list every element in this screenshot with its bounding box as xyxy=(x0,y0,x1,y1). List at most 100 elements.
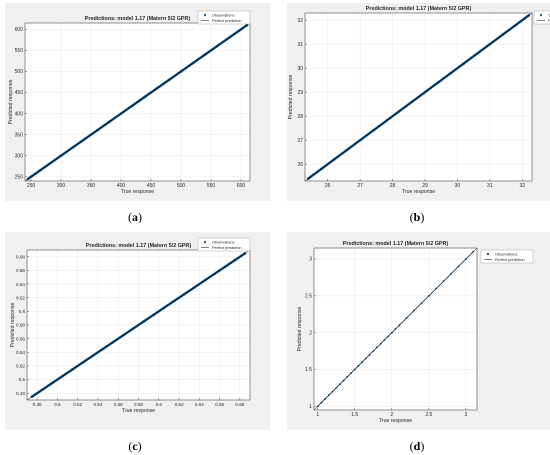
chart-svg: 0.48 0.5 0.52 0.54 0.56 0.58 0.6 0.62 0.64 0.66 0.… xyxy=(5,232,270,430)
perfect-prediction-line xyxy=(24,22,251,182)
x-axis-label: True response xyxy=(402,189,435,195)
y-tick-label: 350 xyxy=(15,132,24,138)
y-tick-label: 0.6 xyxy=(19,309,26,314)
x-axis-label: True response xyxy=(379,418,412,424)
x-tick-label: 0.58 xyxy=(134,402,143,407)
y-tick-label: 30 xyxy=(297,66,303,72)
y-tick-label: 0.56 xyxy=(16,336,25,341)
y-tick-label: 550 xyxy=(15,48,24,54)
panel-d-figure: 1 1.5 2 2.5 3 1 1.5 2 2.5 3 Predictions: model 1.1… xyxy=(287,232,550,430)
caption-d-letter: d xyxy=(413,439,421,453)
y-axis-label: Predicted response xyxy=(8,80,14,125)
y-tick-label: 0.68 xyxy=(16,255,25,260)
x-tick-label: 0.6 xyxy=(156,402,163,407)
legend-marker-observations xyxy=(539,13,543,17)
legend-label-perfect: Perfect prediction xyxy=(212,246,242,250)
panel-c-figure: 0.48 0.5 0.52 0.54 0.56 0.58 0.6 0.62 0.64 0.66 0.… xyxy=(5,232,270,430)
x-tick-label: 450 xyxy=(147,183,156,189)
axes-frame xyxy=(304,12,533,182)
y-tick-label: 26 xyxy=(297,162,303,168)
legend-label-perfect: Perfect prediction xyxy=(548,19,550,23)
caption-a-letter: a xyxy=(132,210,138,224)
x-tick-label: 30 xyxy=(455,183,461,189)
y-tick-label: 2 xyxy=(309,330,312,336)
y-tick-label: 300 xyxy=(15,153,24,159)
x-tick-label: 1.5 xyxy=(351,412,358,418)
x-tick-label: 300 xyxy=(57,183,66,189)
y-tick-label: 0.5 xyxy=(19,377,26,382)
y-tick-label: 29 xyxy=(297,90,303,96)
y-tick-label: 2.5 xyxy=(305,294,312,300)
legend-label-observations: Observations xyxy=(212,13,234,17)
y-tick-label: 1.5 xyxy=(305,367,312,373)
x-tick-label: 250 xyxy=(27,183,36,189)
legend-box xyxy=(197,10,251,25)
x-tick-label: 32 xyxy=(519,183,525,189)
x-tick-label: 0.56 xyxy=(114,402,123,407)
x-tick-label: 350 xyxy=(87,183,96,189)
legend: Observations Perfect prediction xyxy=(533,10,550,25)
y-tick-label: 28 xyxy=(297,114,303,120)
caption-c-letter: c xyxy=(132,439,138,453)
x-tick-label: 0.54 xyxy=(93,402,102,407)
y-axis-label: Predicted response xyxy=(297,307,303,352)
x-tick-label: 0.5 xyxy=(54,402,61,407)
perfect-prediction-line xyxy=(26,249,251,401)
chart-svg: 26 27 28 29 30 31 32 26 27 28 29 30 31 32 Predictions:… xyxy=(287,3,550,201)
legend-label-perfect: Perfect prediction xyxy=(495,258,525,262)
y-tick-label: 32 xyxy=(297,18,303,24)
y-axis-label: Predicted response xyxy=(10,303,16,348)
legend-box xyxy=(197,237,251,252)
caption-a: (a) xyxy=(128,210,142,224)
x-tick-label: 0.66 xyxy=(215,402,224,407)
legend-marker-observations xyxy=(486,252,490,256)
x-tick-label: 600 xyxy=(237,183,246,189)
x-tick-label: 27 xyxy=(357,183,363,189)
y-tick-label: 250 xyxy=(15,174,24,180)
x-tick-label: 3 xyxy=(464,412,467,418)
x-tick-label: 0.64 xyxy=(195,402,204,407)
x-axis-label: True response xyxy=(121,189,154,195)
chart-svg: 1 1.5 2 2.5 3 1 1.5 2 2.5 3 Predictions: model 1.1… xyxy=(287,232,550,430)
y-tick-label: 3 xyxy=(309,257,312,263)
x-tick-label: 31 xyxy=(487,183,493,189)
y-axis-label: Predicted response xyxy=(288,75,294,120)
x-axis-label: True response xyxy=(122,408,155,414)
y-tick-label: 0.64 xyxy=(16,282,25,287)
legend-label-observations: Observations xyxy=(212,240,234,244)
y-tick-label: 0.66 xyxy=(16,268,25,273)
y-tick-label: 400 xyxy=(15,111,24,117)
panel-a-figure: 250 300 350 400 450 500 550 600 250 300 350 400 450 5… xyxy=(5,3,270,201)
caption-d: (d) xyxy=(409,439,425,453)
perfect-prediction-line xyxy=(313,247,478,411)
y-tick-label: 0.58 xyxy=(16,323,25,328)
legend: Observations Perfect prediction xyxy=(197,237,251,252)
x-tick-label: 500 xyxy=(177,183,186,189)
x-tick-label: 1 xyxy=(316,412,319,418)
chart-title: Predictions: model 1.17 (Matern 5/2 GPR) xyxy=(366,6,472,12)
y-tick-label: 600 xyxy=(15,27,24,33)
chart-svg: 250 300 350 400 450 500 550 600 250 300 350 400 450 5… xyxy=(5,3,270,201)
x-tick-label: 0.68 xyxy=(235,402,244,407)
x-tick-label: 400 xyxy=(117,183,126,189)
x-tick-label: 0.62 xyxy=(175,402,184,407)
y-tick-label: 0.54 xyxy=(16,350,25,355)
legend-label-observations: Observations xyxy=(548,13,550,17)
panel-b-figure: 26 27 28 29 30 31 32 26 27 28 29 30 31 32 Predictions:… xyxy=(287,3,550,201)
x-tick-label: 26 xyxy=(325,183,331,189)
chart-title: Predictions: model 1.17 (Matern 5/2 GPR) xyxy=(85,16,191,22)
x-tick-label: 0.48 xyxy=(33,402,42,407)
x-tick-label: 550 xyxy=(207,183,216,189)
x-tick-label: 2.5 xyxy=(425,412,432,418)
y-tick-label: 27 xyxy=(297,138,303,144)
y-tick-label: 450 xyxy=(15,90,24,96)
caption-c: (c) xyxy=(128,439,142,453)
x-tick-label: 28 xyxy=(390,183,396,189)
caption-b-letter: b xyxy=(413,210,421,224)
axes-frame xyxy=(24,22,251,182)
y-tick-label: 1 xyxy=(309,404,312,410)
y-tick-label: 31 xyxy=(297,42,303,48)
legend-box xyxy=(480,249,534,264)
legend-marker-observations xyxy=(203,13,207,17)
y-tick-label: 0.62 xyxy=(16,295,25,300)
